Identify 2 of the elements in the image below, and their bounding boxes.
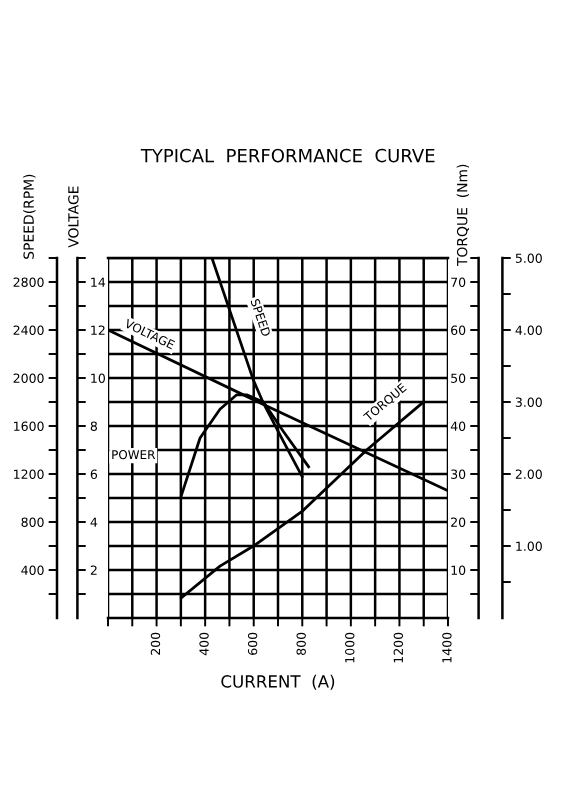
x-axis-title: CURRENT (A) bbox=[221, 674, 335, 690]
chart-title: TYPICAL PERFORMANCE CURVE bbox=[140, 148, 435, 163]
